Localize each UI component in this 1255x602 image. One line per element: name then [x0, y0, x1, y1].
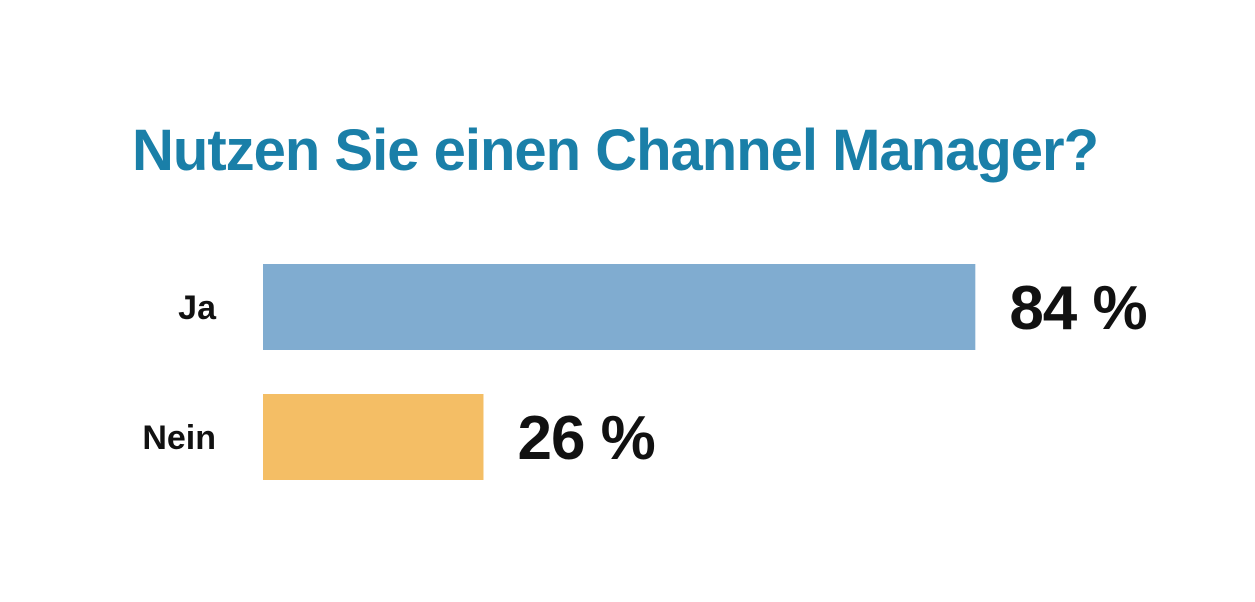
bar-ja: [263, 264, 976, 350]
category-label-ja: Ja: [178, 289, 217, 327]
bars-group: Ja 84 % Nein 26 %: [142, 264, 1148, 480]
value-label-nein: 26 %: [517, 404, 654, 473]
category-label-nein: Nein: [142, 419, 216, 457]
value-label-ja: 84 %: [1009, 274, 1146, 343]
bar-nein: [263, 394, 484, 480]
chart-title: Nutzen Sie einen Channel Manager?: [132, 118, 1098, 183]
